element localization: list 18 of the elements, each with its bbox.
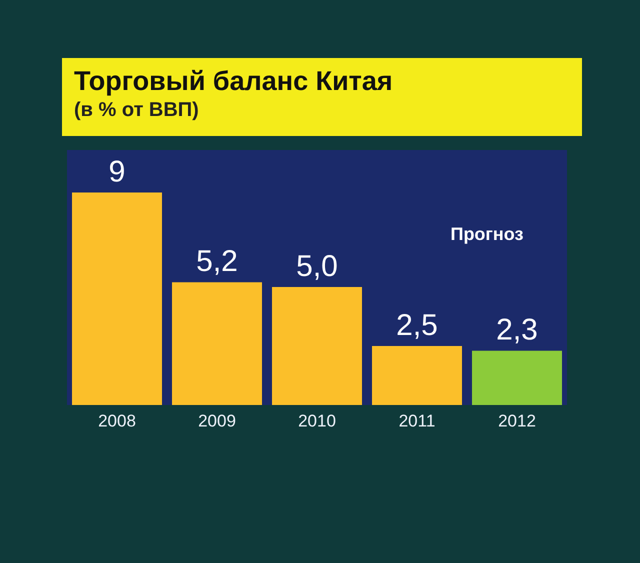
bar	[472, 350, 562, 405]
x-tick-label: 2009	[198, 412, 236, 430]
bar	[172, 282, 262, 405]
data-label: 5,2	[196, 245, 238, 278]
x-tick-label: 2012	[498, 412, 536, 430]
data-label: 9	[108, 156, 126, 188]
x-tick-label: 2008	[98, 412, 136, 430]
bar	[72, 192, 162, 405]
data-label: 2,3	[496, 314, 538, 347]
bar	[372, 346, 462, 405]
data-label: 2,5	[396, 308, 438, 342]
x-tick-label: 2010	[298, 412, 336, 430]
x-tick-label: 2011	[398, 412, 436, 430]
data-label: 5,0	[296, 250, 338, 283]
annotation: Прогноз	[450, 224, 524, 244]
chart-subtitle: (в % от ВВП)	[74, 99, 200, 122]
bar	[272, 286, 362, 405]
chart-title: Торговый баланс Китая	[74, 66, 394, 97]
